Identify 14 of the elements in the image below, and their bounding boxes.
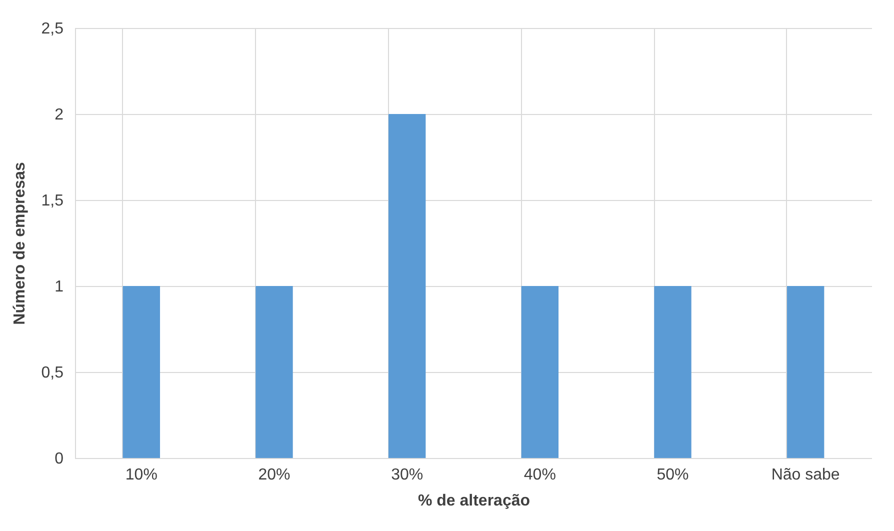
x-axis-title: % de alteração: [418, 492, 530, 510]
y-tick-label: 1: [54, 278, 64, 296]
x-tick-label: Não sabe: [771, 466, 840, 484]
y-tick-label: 2,5: [41, 20, 64, 38]
x-tick-label: 30%: [391, 466, 424, 484]
x-tick-label: 20%: [258, 466, 290, 484]
y-tick-label: 1,5: [41, 192, 64, 210]
y-tick-label: 0,5: [41, 364, 64, 382]
y-axis-title: Número de empresas: [11, 162, 28, 325]
y-tick-label: 0: [54, 450, 64, 468]
x-tick-label: 50%: [656, 466, 689, 484]
x-tick-label: 40%: [524, 466, 556, 484]
y-tick-label: 2: [54, 106, 64, 124]
x-tick-label: 10%: [125, 466, 158, 484]
